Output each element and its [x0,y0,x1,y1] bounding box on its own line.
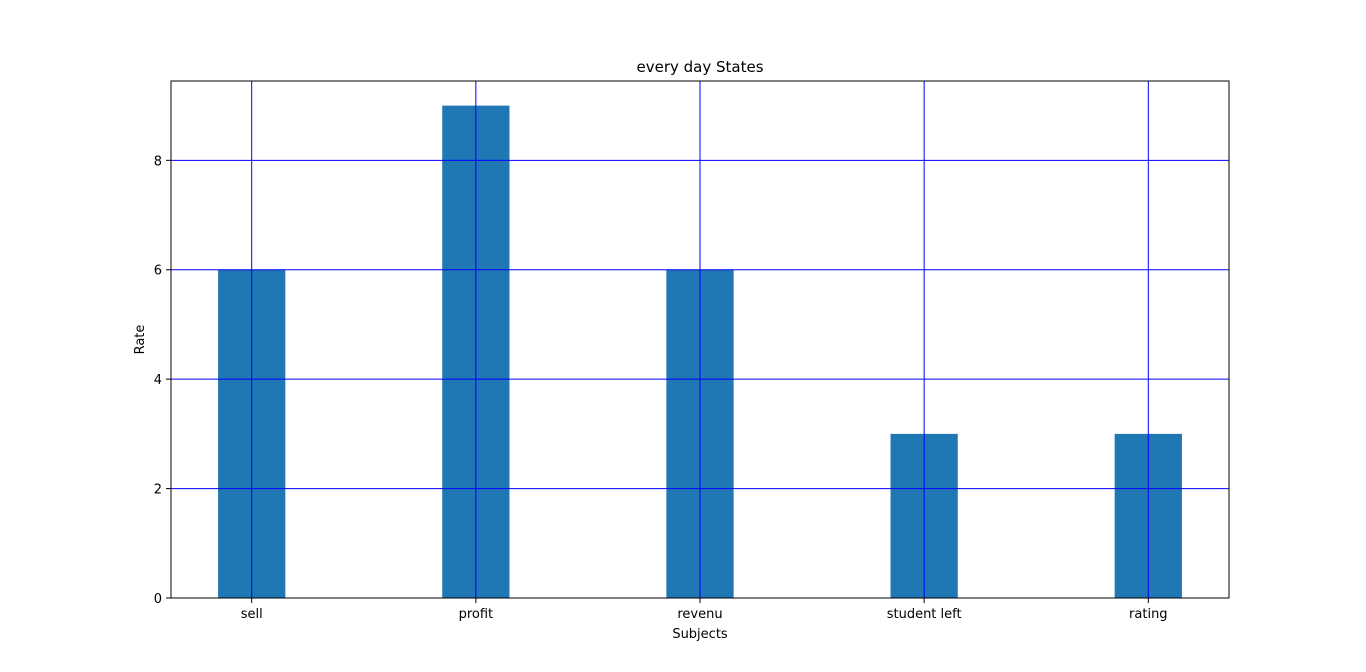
x-tick-label: revenu [677,607,722,622]
chart-title: every day States [636,58,763,76]
ticks-layer: sell profit revenu student left rating 0 2 4 6 8 [154,154,1168,622]
x-tick-label: sell [241,607,263,622]
x-tick-label: profit [459,607,494,622]
y-tick-label: 2 [154,483,162,498]
y-tick-label: 0 [154,592,162,607]
y-tick-label: 4 [154,373,162,388]
x-tick-label: student left [887,607,962,622]
x-axis-label: Subjects [672,627,728,642]
y-tick-label: 8 [154,154,162,169]
grid-layer [171,81,1229,599]
y-axis-label: Rate [133,325,148,355]
y-tick-label: 6 [154,264,162,279]
x-tick-label: rating [1129,607,1168,622]
